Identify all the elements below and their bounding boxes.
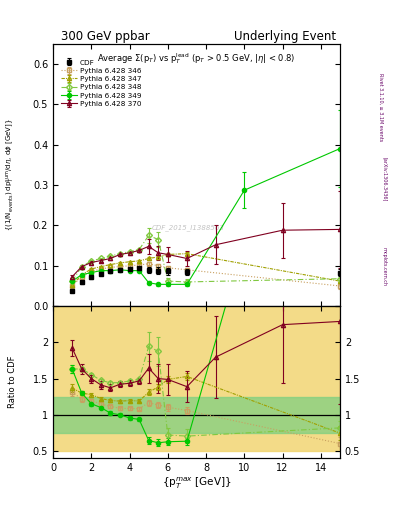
Text: 300 GeV ppbar: 300 GeV ppbar bbox=[61, 30, 150, 44]
Y-axis label: Ratio to CDF: Ratio to CDF bbox=[8, 356, 17, 409]
Y-axis label: {(1/N$_\mathregular{events}$) dp$_T^\mathregular{sum}$/d$\eta$, d$\phi$ [GeV]}: {(1/N$_\mathregular{events}$) dp$_T^\mat… bbox=[5, 118, 17, 231]
Text: mcplots.cern.ch: mcplots.cern.ch bbox=[382, 247, 387, 286]
X-axis label: {p$_T^{max}$ [GeV]}: {p$_T^{max}$ [GeV]} bbox=[162, 476, 231, 492]
Text: Average $\Sigma$(p$_T$) vs p$_T^\mathregular{lead}$ (p$_T$ > 0.5 GeV, $|\eta|$ <: Average $\Sigma$(p$_T$) vs p$_T^\mathreg… bbox=[97, 51, 296, 66]
Legend: CDF, Pythia 6.428 346, Pythia 6.428 347, Pythia 6.428 348, Pythia 6.428 349, Pyt: CDF, Pythia 6.428 346, Pythia 6.428 347,… bbox=[59, 58, 143, 109]
Text: CDF_2015_I1388563: CDF_2015_I1388563 bbox=[151, 224, 224, 231]
Text: Underlying Event: Underlying Event bbox=[234, 30, 336, 44]
Text: [arXiv:1306.3436]: [arXiv:1306.3436] bbox=[382, 157, 387, 201]
Text: Rivet 3.1.10, ≥ 3.1M events: Rivet 3.1.10, ≥ 3.1M events bbox=[379, 73, 384, 142]
